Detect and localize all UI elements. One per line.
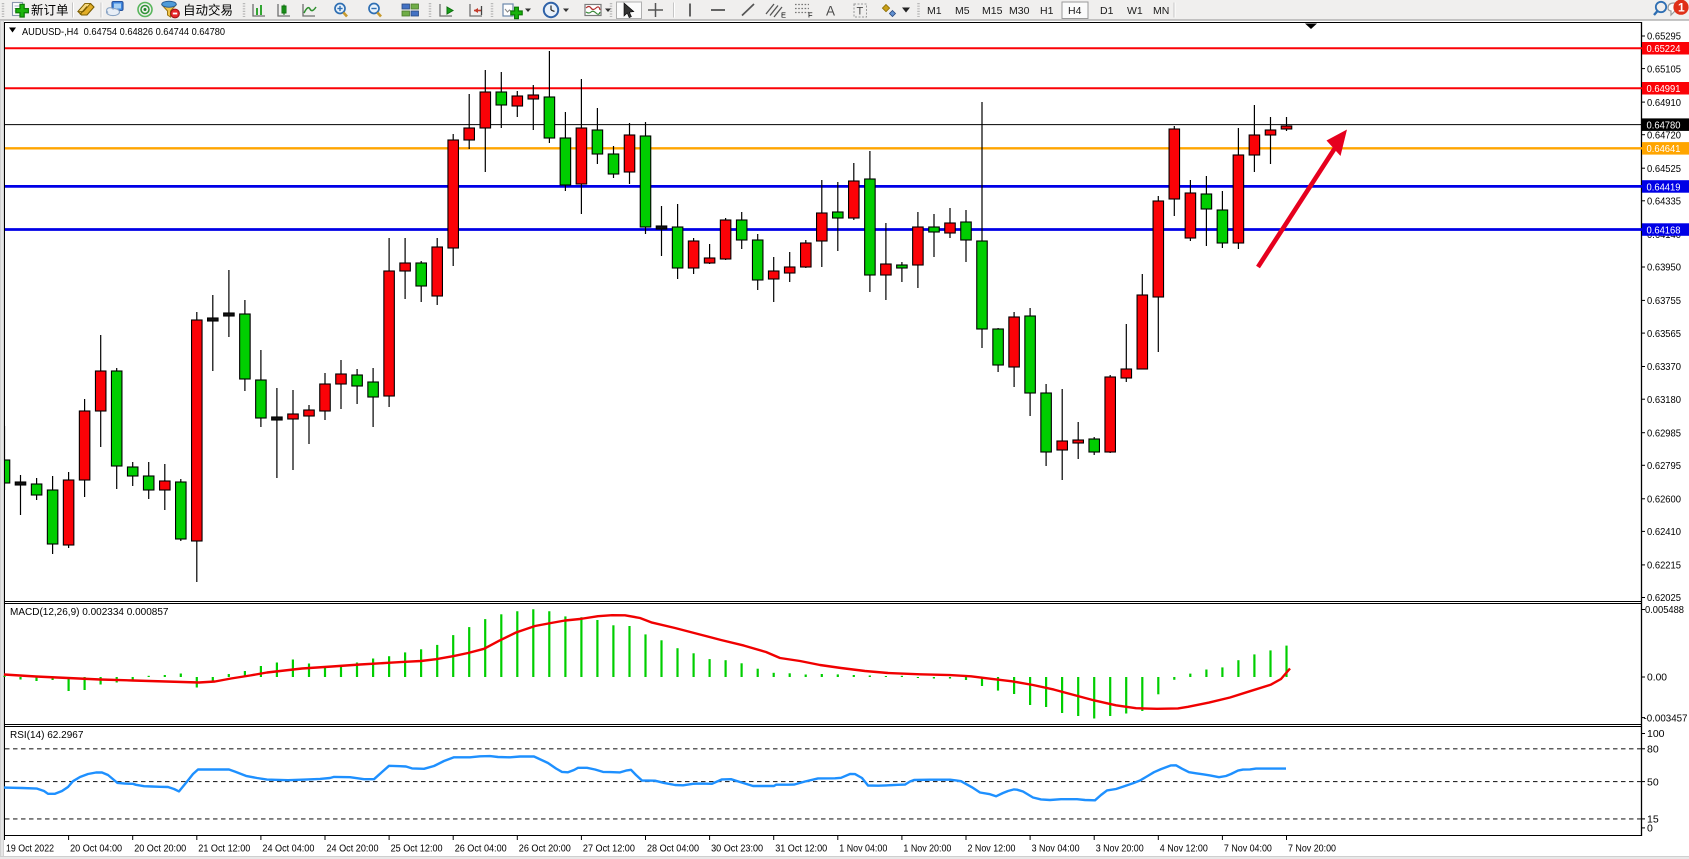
- svg-text:0.65105: 0.65105: [1647, 63, 1681, 75]
- svg-text:T: T: [857, 6, 864, 18]
- svg-text:3 Nov 20:00: 3 Nov 20:00: [1096, 844, 1144, 855]
- svg-text:0.64641: 0.64641: [1647, 143, 1681, 155]
- svg-text:M30: M30: [1009, 5, 1030, 17]
- svg-text:A: A: [826, 4, 835, 19]
- svg-text:7 Nov 04:00: 7 Nov 04:00: [1224, 844, 1272, 855]
- svg-text:新订单: 新订单: [31, 3, 69, 18]
- svg-text:1 Nov 04:00: 1 Nov 04:00: [839, 844, 887, 855]
- svg-text:自动交易: 自动交易: [183, 3, 233, 18]
- svg-text:1 Nov 20:00: 1 Nov 20:00: [903, 844, 951, 855]
- svg-text:0.62025: 0.62025: [1647, 592, 1681, 604]
- svg-text:19 Oct 2022: 19 Oct 2022: [6, 844, 54, 855]
- svg-text:20 Oct 20:00: 20 Oct 20:00: [134, 844, 186, 855]
- svg-text:25 Oct 12:00: 25 Oct 12:00: [391, 844, 443, 855]
- svg-text:26 Oct 20:00: 26 Oct 20:00: [519, 844, 571, 855]
- svg-text:7 Nov 20:00: 7 Nov 20:00: [1288, 844, 1336, 855]
- svg-text:20 Oct 04:00: 20 Oct 04:00: [70, 844, 122, 855]
- svg-text:F: F: [808, 11, 813, 20]
- svg-text:0.00: 0.00: [1647, 672, 1667, 684]
- svg-text:0.62410: 0.62410: [1647, 526, 1681, 538]
- svg-text:M1: M1: [927, 5, 942, 17]
- svg-text:M15: M15: [982, 5, 1003, 17]
- svg-text:0.65295: 0.65295: [1647, 31, 1681, 43]
- svg-text:1: 1: [1678, 1, 1685, 15]
- svg-text:0.65224: 0.65224: [1647, 43, 1681, 55]
- svg-text:24 Oct 20:00: 24 Oct 20:00: [327, 844, 379, 855]
- svg-text:26 Oct 04:00: 26 Oct 04:00: [455, 844, 507, 855]
- svg-text:0.64910: 0.64910: [1647, 97, 1681, 109]
- svg-text:0: 0: [1647, 823, 1653, 835]
- svg-text:0.64780: 0.64780: [1647, 120, 1681, 132]
- svg-text:0.64335: 0.64335: [1647, 196, 1681, 208]
- svg-text:0.64168: 0.64168: [1647, 224, 1681, 236]
- svg-text:H4: H4: [1068, 5, 1082, 17]
- svg-text:0.62215: 0.62215: [1647, 560, 1681, 572]
- svg-text:0.63565: 0.63565: [1647, 328, 1681, 340]
- svg-text:24 Oct 04:00: 24 Oct 04:00: [262, 844, 314, 855]
- svg-text:3 Nov 04:00: 3 Nov 04:00: [1032, 844, 1080, 855]
- svg-text:D1: D1: [1100, 5, 1114, 17]
- svg-text:21 Oct 12:00: 21 Oct 12:00: [198, 844, 250, 855]
- svg-text:0.62795: 0.62795: [1647, 460, 1681, 472]
- svg-text:E: E: [781, 11, 786, 20]
- svg-text:0.63180: 0.63180: [1647, 394, 1681, 406]
- svg-text:0.005488: 0.005488: [1645, 604, 1684, 616]
- svg-text:28 Oct 04:00: 28 Oct 04:00: [647, 844, 699, 855]
- svg-text:15: 15: [1647, 814, 1659, 826]
- svg-text:M5: M5: [955, 5, 970, 17]
- svg-text:0.64720: 0.64720: [1647, 129, 1681, 141]
- svg-text:0.64991: 0.64991: [1647, 83, 1681, 95]
- svg-text:0.62985: 0.62985: [1647, 427, 1681, 439]
- svg-text:H1: H1: [1040, 5, 1054, 17]
- svg-text:AUDUSD-,H4 0.64754 0.64826 0.: AUDUSD-,H4 0.64754 0.64826 0.64744 0.647…: [22, 26, 225, 38]
- svg-text:100: 100: [1647, 728, 1665, 740]
- svg-text:31 Oct 12:00: 31 Oct 12:00: [775, 844, 827, 855]
- svg-text:0.62600: 0.62600: [1647, 494, 1681, 506]
- svg-text:0.63755: 0.63755: [1647, 295, 1681, 307]
- svg-text:MN: MN: [1153, 5, 1169, 17]
- svg-text:0.63370: 0.63370: [1647, 361, 1681, 373]
- svg-text:27 Oct 12:00: 27 Oct 12:00: [583, 844, 635, 855]
- svg-text:2 Nov 12:00: 2 Nov 12:00: [968, 844, 1016, 855]
- svg-text:W1: W1: [1127, 5, 1143, 17]
- svg-text:30 Oct 23:00: 30 Oct 23:00: [711, 844, 763, 855]
- svg-text:MACD(12,26,9) 0.002334 0.00085: MACD(12,26,9) 0.002334 0.000857: [10, 607, 169, 618]
- svg-text:0.64525: 0.64525: [1647, 163, 1681, 175]
- svg-text:50: 50: [1647, 776, 1659, 788]
- svg-text:-0.003457: -0.003457: [1644, 712, 1688, 724]
- svg-text:80: 80: [1647, 744, 1659, 756]
- svg-text:0.63950: 0.63950: [1647, 262, 1681, 274]
- svg-text:0.64419: 0.64419: [1647, 181, 1681, 193]
- svg-text:RSI(14) 62.2967: RSI(14) 62.2967: [10, 730, 84, 741]
- svg-text:4 Nov 12:00: 4 Nov 12:00: [1160, 844, 1208, 855]
